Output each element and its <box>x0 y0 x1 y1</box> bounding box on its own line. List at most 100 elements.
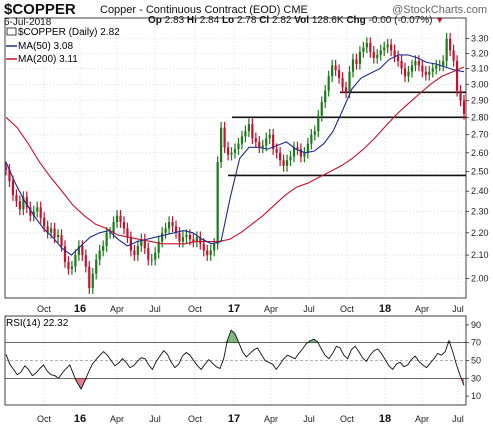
price-x-tick-label: Apr <box>264 304 278 314</box>
price-candle-body <box>140 239 143 247</box>
price-x-tick-label: Apr <box>415 304 429 314</box>
price-candle-body <box>240 136 244 144</box>
price-candle-body <box>279 152 282 161</box>
price-candle-body <box>258 141 261 148</box>
price-x-tick-label: Oct <box>188 304 203 314</box>
price-candle-body <box>63 246 67 262</box>
price-y-tick-label: 2.30 <box>471 207 489 217</box>
price-candle-body <box>390 44 393 51</box>
price-candle-body <box>230 152 233 155</box>
price-candle-body <box>247 124 250 132</box>
price-y-tick-label: 3.10 <box>471 64 489 74</box>
price-candle-body <box>331 65 334 77</box>
price-x-tick-label: 18 <box>379 303 391 315</box>
price-candle-body <box>393 50 396 57</box>
rsi-x-tick-label: 18 <box>379 413 391 425</box>
ma50-line <box>5 54 465 256</box>
rsi-oversold-fill <box>77 378 82 389</box>
horizontal-trend-lines <box>228 91 466 177</box>
price-candle-body <box>167 222 171 229</box>
price-candle-body <box>438 65 441 67</box>
rsi-x-tick-label: Jul <box>303 414 315 424</box>
rsi-y-axis: 10 30 50 70 90 <box>466 320 481 401</box>
open-value: 2.83 <box>164 15 185 26</box>
price-candle-body <box>244 131 247 137</box>
price-candle-body <box>417 60 420 66</box>
price-candle-body <box>115 215 119 223</box>
price-candle-body <box>29 207 32 216</box>
price-candle-body <box>455 60 459 91</box>
price-candle-body <box>174 226 178 233</box>
price-candle-body <box>46 226 49 233</box>
price-frame <box>4 17 467 299</box>
price-candle-body <box>32 211 35 216</box>
price-candle-body <box>327 76 330 91</box>
price-candle-body <box>282 160 285 166</box>
price-candle-body <box>313 131 316 135</box>
price-candle-body <box>50 228 53 233</box>
price-y-tick-label: 2.80 <box>471 112 489 122</box>
price-candle-body <box>119 215 122 223</box>
price-legend-swatch <box>6 27 17 36</box>
price-candle-body <box>362 47 365 52</box>
legend-ma50: MA(50) 3.08 <box>18 41 73 52</box>
volume-value: 128.6K <box>311 15 344 26</box>
change-value: -0.00 (-0.07%) <box>368 15 433 26</box>
stockcharts-logo-text: @StockCharts.com <box>392 4 487 16</box>
legend-rsi: RSI(14) 22.32 <box>6 318 69 329</box>
rsi-x-tick-label: Oct <box>37 414 52 424</box>
price-candle-body <box>147 248 150 260</box>
price-candle-body <box>56 234 60 238</box>
price-candle-body <box>289 156 292 161</box>
price-candle-body <box>216 162 219 244</box>
price-candle-body <box>164 228 167 233</box>
price-candle-body <box>88 266 91 289</box>
high-value: 2.84 <box>199 15 220 26</box>
price-candle-body <box>91 273 94 289</box>
price-candle-body <box>265 138 268 146</box>
price-candle-body <box>400 60 403 69</box>
rsi-x-tick-label: 16 <box>74 413 86 425</box>
rsi-x-tick-label: Apr <box>264 414 278 424</box>
price-candle-body <box>376 54 379 58</box>
price-candle-body <box>386 44 389 48</box>
price-x-tick-label: Oct <box>340 304 355 314</box>
price-candle-body <box>181 237 185 242</box>
price-candle-body <box>355 59 358 64</box>
price-candle-body <box>206 250 209 256</box>
change-down-icon: ▼ <box>435 15 445 25</box>
price-y-tick-label: 2.70 <box>471 130 489 140</box>
brand-logo[interactable]: @StockCharts.com <box>392 2 487 16</box>
price-candle-body <box>341 77 344 88</box>
rsi-y-tick-label: 50 <box>471 356 481 366</box>
price-candle-body <box>199 237 202 244</box>
price-candle-body <box>43 217 46 227</box>
low-value: 2.78 <box>236 15 257 26</box>
price-candle-body <box>254 138 257 142</box>
rsi-series <box>5 329 466 390</box>
price-candle-body <box>410 65 414 72</box>
price-candle-body <box>435 65 438 69</box>
price-candle-body <box>379 50 382 55</box>
price-candle-body <box>462 100 466 114</box>
rsi-y-tick-label: 10 <box>471 391 481 401</box>
price-candle-body <box>268 134 271 139</box>
price-candle-body <box>365 43 368 48</box>
price-candle-body <box>112 222 115 233</box>
price-candle-body <box>237 143 240 150</box>
price-candle-body <box>11 181 15 196</box>
price-candle-body <box>337 70 341 78</box>
price-series <box>4 32 466 294</box>
quote-date: 6-Jul-2018 <box>4 17 52 28</box>
price-candle-body <box>108 232 112 234</box>
price-candle-body <box>233 149 237 153</box>
price-candle-body <box>310 134 313 144</box>
price-candle-body <box>272 134 275 150</box>
price-candle-body <box>324 90 327 103</box>
price-candle-body <box>150 259 153 261</box>
price-candle-body <box>306 143 309 153</box>
price-candle-body <box>133 250 136 256</box>
price-candle-body <box>70 266 74 269</box>
rsi-x-tick-label: Oct <box>188 414 203 424</box>
